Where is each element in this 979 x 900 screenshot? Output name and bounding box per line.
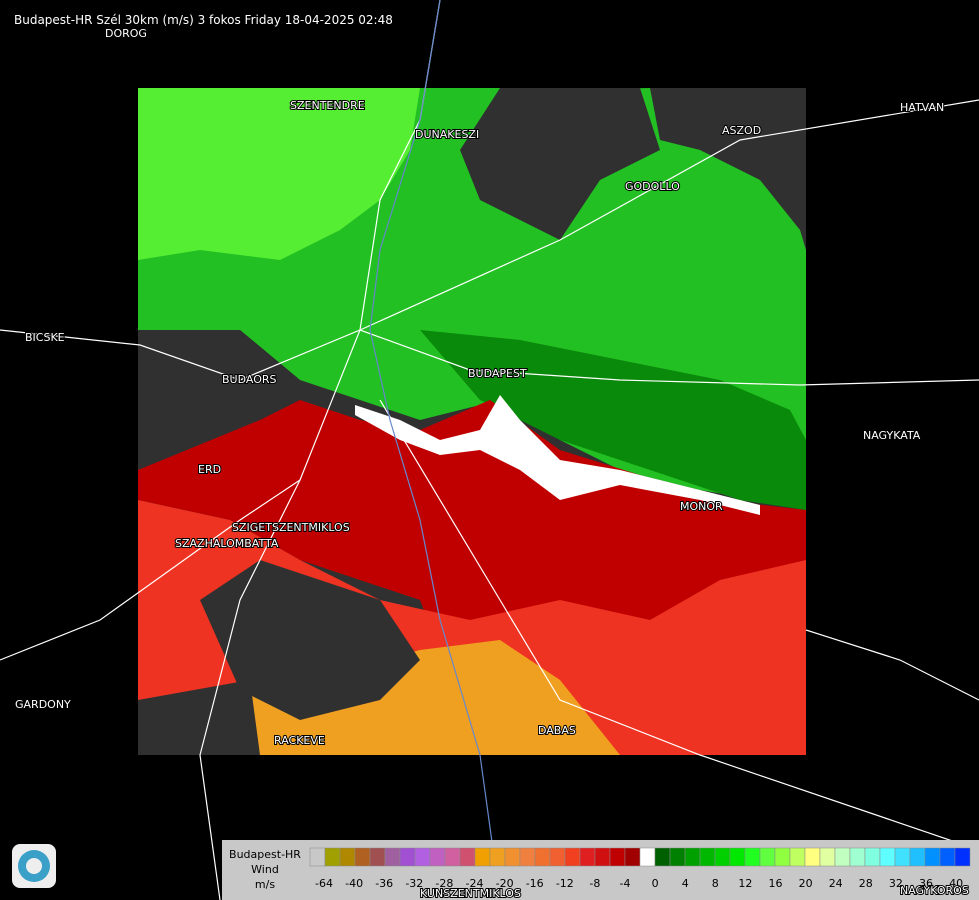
legend-swatch [654, 847, 671, 867]
legend-tick-label: -32 [405, 877, 423, 890]
legend-swatch [369, 847, 386, 867]
legend-tick-label: 20 [799, 877, 813, 890]
no-echo-patch [200, 560, 420, 720]
place-label: HATVAN [900, 101, 944, 114]
place-label: GARDONY [15, 698, 71, 711]
legend-tick-label: -64 [315, 877, 333, 890]
legend-swatch [774, 847, 791, 867]
light-green-area [138, 88, 420, 260]
place-label: GODOLLO [625, 180, 680, 193]
map-title: Budapest-HR Szél 30km (m/s) 3 fokos Frid… [14, 13, 393, 27]
place-label: KUNSZENTMIKLOS [420, 887, 521, 900]
legend-swatch [939, 847, 956, 867]
legend-swatch [519, 847, 536, 867]
legend-swatch [414, 847, 431, 867]
place-label: MONOR [680, 500, 723, 513]
legend-swatch [864, 847, 881, 867]
legend-swatch [879, 847, 896, 867]
legend-tick-label: 16 [769, 877, 783, 890]
legend-swatch [624, 847, 641, 867]
legend-swatch [714, 847, 731, 867]
legend-tick-label: 40 [949, 877, 963, 890]
legend-tick-label: 32 [889, 877, 903, 890]
place-label: SZENTENDRE [290, 99, 365, 112]
legend-tick-label: 12 [738, 877, 752, 890]
legend-tick-label: 24 [829, 877, 843, 890]
legend-tick-label: -16 [526, 877, 544, 890]
legend-swatch [489, 847, 506, 867]
legend-label: m/s [255, 878, 275, 891]
place-label: NAGYKOROS [900, 884, 969, 897]
legend-swatch [744, 847, 761, 867]
place-label: SZIGETSZENTMIKLOS [232, 521, 350, 534]
legend-swatch [789, 847, 806, 867]
orange-area [250, 640, 620, 755]
legend-swatch [699, 847, 716, 867]
legend-swatch [399, 847, 416, 867]
legend-swatch [684, 847, 701, 867]
legend-tick-label: -4 [620, 877, 631, 890]
place-label: ERD [198, 463, 221, 476]
legend-swatch [849, 847, 866, 867]
legend-tick-label: -40 [345, 877, 363, 890]
legend-swatch [384, 847, 401, 867]
legend-swatch [804, 847, 821, 867]
legend-swatch [564, 847, 581, 867]
legend-tick-label: -20 [496, 877, 514, 890]
place-label: DABAS [538, 724, 576, 737]
legend-swatch [309, 847, 326, 867]
no-echo-patch [460, 88, 660, 240]
zero-velocity-band [355, 395, 760, 515]
legend-tick-label: -36 [375, 877, 393, 890]
legend-tick-label: -8 [589, 877, 600, 890]
legend-swatch [549, 847, 566, 867]
legend-tick-label: -28 [435, 877, 453, 890]
logo [12, 844, 56, 888]
legend-label: Budapest-HR [229, 848, 301, 861]
legend-swatch [834, 847, 851, 867]
place-label: BUDAPEST [468, 367, 527, 380]
dark-green-area [420, 330, 806, 510]
place-label: BICSKE [25, 331, 65, 344]
legend-swatch [429, 847, 446, 867]
legend-swatch [579, 847, 596, 867]
legend-swatch [459, 847, 476, 867]
legend-tick-label: 8 [712, 877, 719, 890]
legend-swatch [639, 847, 656, 867]
legend-swatch [324, 847, 341, 867]
place-label: RACKEVE [274, 734, 325, 747]
legend-swatch [339, 847, 356, 867]
legend-tick-label: 4 [682, 877, 689, 890]
legend-swatch [609, 847, 626, 867]
legend-swatch [534, 847, 551, 867]
legend-label: Wind [251, 863, 279, 876]
legend-swatch [894, 847, 911, 867]
place-label: BUDAORS [222, 373, 277, 386]
legend-swatch [819, 847, 836, 867]
place-label: NAGYKATA [863, 429, 921, 442]
place-label: SZAZHALOMBATTA [175, 537, 279, 550]
legend-tick-label: -24 [466, 877, 484, 890]
place-label: ASZOD [722, 124, 761, 137]
river [369, 0, 501, 900]
legend-swatch [474, 847, 491, 867]
legend-swatch [729, 847, 746, 867]
legend-tick-label: 28 [859, 877, 873, 890]
legend-swatch [354, 847, 371, 867]
legend-swatch [909, 847, 926, 867]
place-label: DOROG [105, 27, 147, 40]
legend-swatch [594, 847, 611, 867]
legend-swatch [444, 847, 461, 867]
legend-swatch [954, 847, 971, 867]
legend-swatch [924, 847, 941, 867]
legend-swatch [504, 847, 521, 867]
legend-swatch [759, 847, 776, 867]
legend-tick-label: 36 [919, 877, 933, 890]
legend-swatch [669, 847, 686, 867]
legend-tick-label: 0 [652, 877, 659, 890]
place-label: DUNAKESZI [415, 128, 479, 141]
legend-tick-label: -12 [556, 877, 574, 890]
